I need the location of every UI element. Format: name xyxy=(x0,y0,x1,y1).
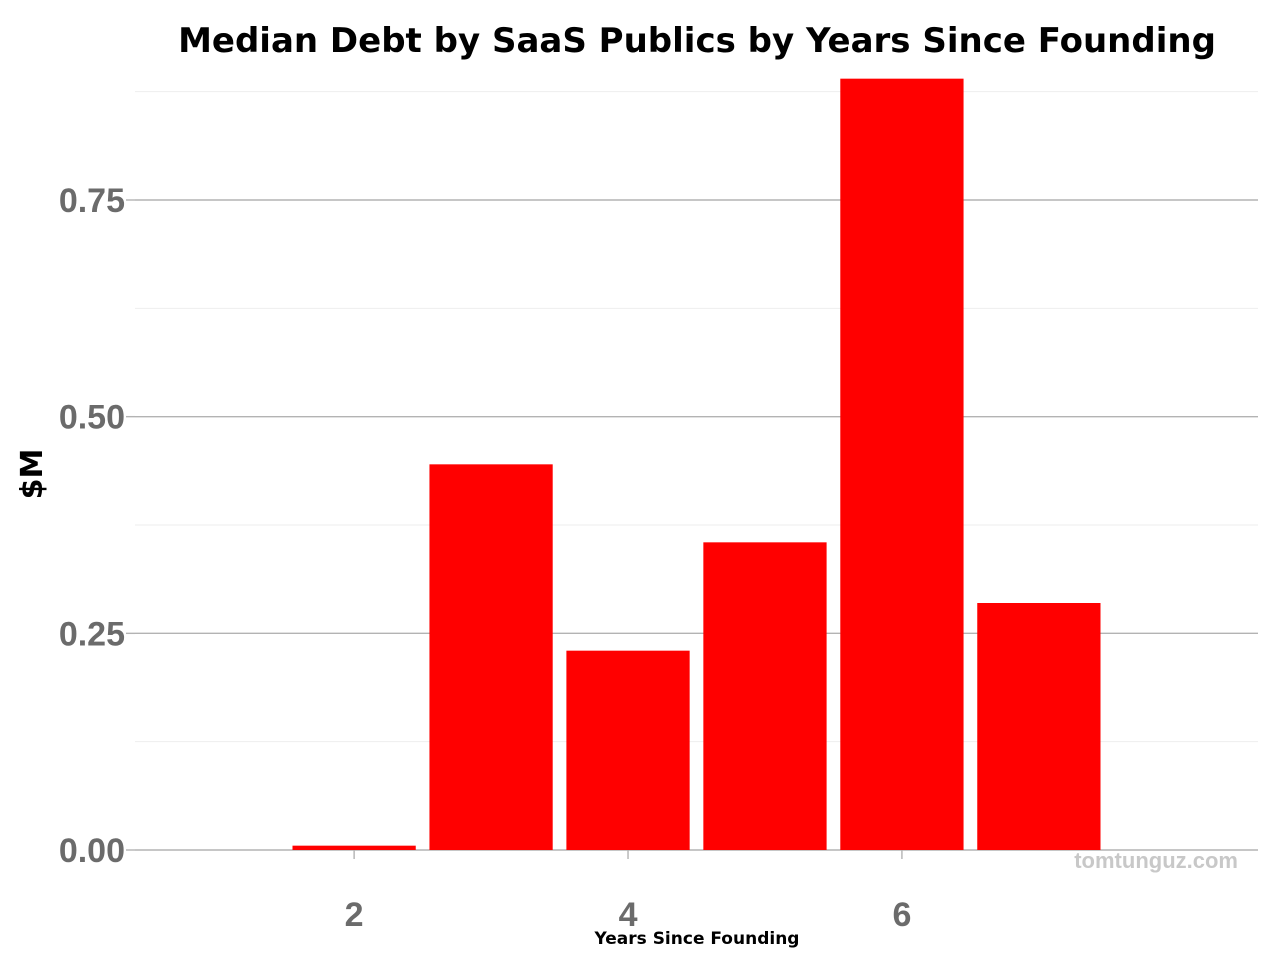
watermark-text: tomtunguz.com xyxy=(1074,848,1238,873)
bars xyxy=(292,78,1101,850)
y-tick-label: 0.50 xyxy=(59,399,125,437)
y-axis-label: $M xyxy=(15,449,50,500)
y-tick-label: 0.00 xyxy=(59,832,125,870)
bar-year-2 xyxy=(292,845,416,850)
y-tick-label: 0.75 xyxy=(59,182,125,220)
x-axis-label: Years Since Founding xyxy=(594,929,800,949)
bar-year-3 xyxy=(429,464,553,850)
axes: 0.00 0.25 0.50 0.75 2 4 6 xyxy=(59,182,912,934)
x-tick-label: 4 xyxy=(619,896,638,934)
chart-title: Median Debt by SaaS Publics by Years Sin… xyxy=(178,21,1216,61)
y-tick-label: 0.25 xyxy=(59,615,125,653)
bar-year-7 xyxy=(977,603,1101,850)
bar-year-5 xyxy=(703,542,827,850)
bar-year-4 xyxy=(566,650,690,850)
x-tick-label: 6 xyxy=(892,896,911,934)
bar-year-6 xyxy=(840,78,964,850)
x-tick-label: 2 xyxy=(345,896,364,934)
